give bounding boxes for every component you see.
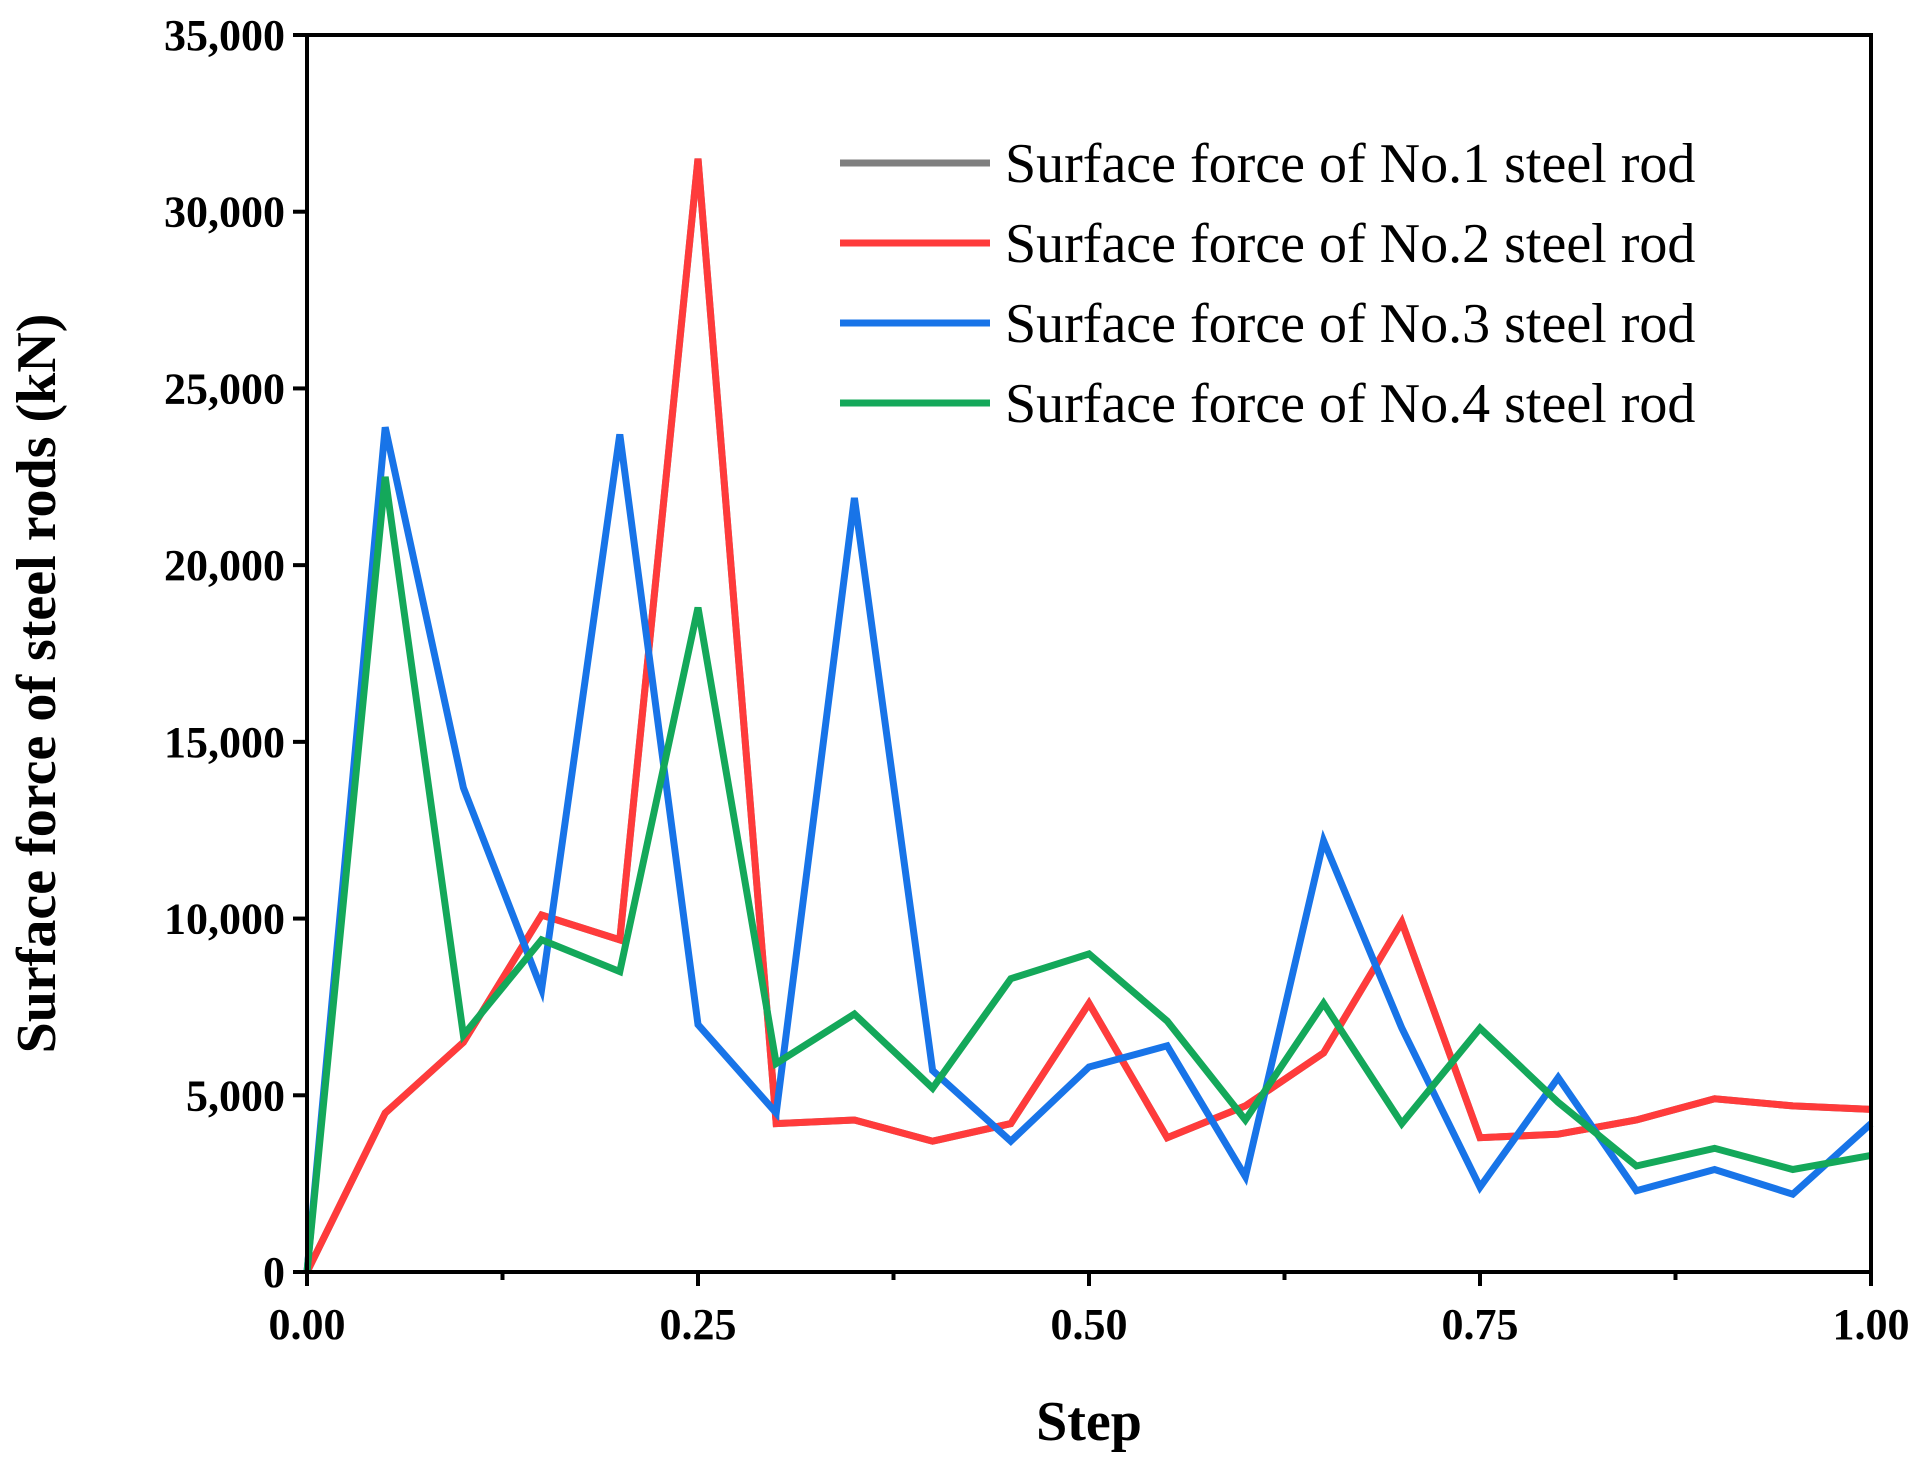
y-tick-label: 0 bbox=[263, 1248, 285, 1297]
y-axis-title: Surface force of steel rods (kN) bbox=[6, 314, 68, 1054]
plot-lines bbox=[303, 158, 1874, 1274]
y-tick-label: 20,000 bbox=[164, 541, 285, 590]
legend-label-1: Surface force of No.1 steel rod bbox=[1005, 133, 1695, 195]
x-tick-label: 0.75 bbox=[1442, 1300, 1519, 1349]
x-axis-title: Step bbox=[1036, 1391, 1142, 1453]
y-axis: 0 5,000 10,000 15,000 20,000 25,000 30,000 35,0… bbox=[164, 11, 307, 1297]
x-axis: 0.00 0.25 0.50 0.75 1.00 bbox=[269, 1272, 1910, 1349]
series-line-3 bbox=[303, 426, 1874, 1273]
y-tick-label: 25,000 bbox=[164, 364, 285, 413]
x-tick-label: 0.50 bbox=[1051, 1300, 1128, 1349]
x-tick-label: 0.00 bbox=[269, 1300, 346, 1349]
x-tick-label: 0.25 bbox=[660, 1300, 737, 1349]
y-tick-label: 5,000 bbox=[186, 1071, 285, 1120]
series-line-4 bbox=[303, 476, 1872, 1273]
x-tick-label: 1.00 bbox=[1833, 1300, 1910, 1349]
legend-label-2: Surface force of No.2 steel rod bbox=[1005, 213, 1695, 275]
y-tick-label: 15,000 bbox=[164, 718, 285, 767]
y-tick-label: 35,000 bbox=[164, 11, 285, 60]
legend-label-3: Surface force of No.3 steel rod bbox=[1005, 293, 1695, 355]
y-tick-label: 30,000 bbox=[164, 188, 285, 237]
series-line-2 bbox=[303, 158, 1872, 1274]
y-tick-label: 10,000 bbox=[164, 895, 285, 944]
legend: Surface force of No.1 steel rod Surface f… bbox=[840, 133, 1695, 435]
legend-label-4: Surface force of No.4 steel rod bbox=[1005, 373, 1695, 435]
